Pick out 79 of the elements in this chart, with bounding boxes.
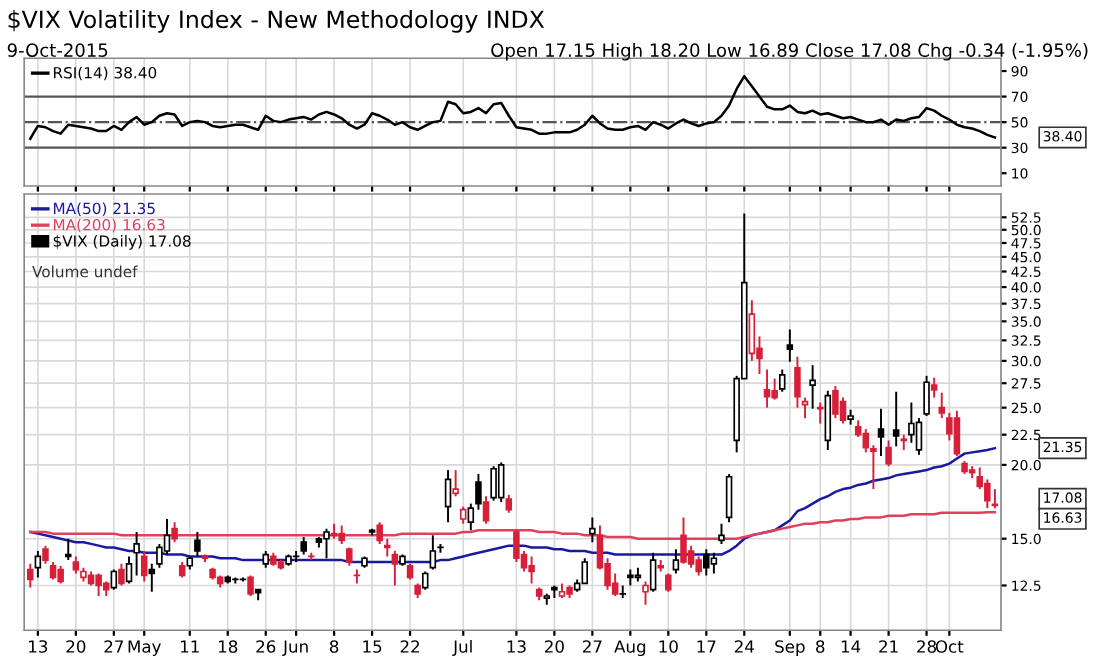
candlestick — [194, 530, 201, 558]
chart-subtitle: 9-Oct-2015 — [7, 43, 108, 58]
candlestick — [497, 461, 505, 504]
x-tick-label: 27 — [104, 640, 124, 653]
x-tick-label: 21 — [879, 640, 898, 653]
x-tick-label: 15 — [363, 640, 382, 653]
x-tick-label: 13 — [29, 640, 48, 653]
x-tick-label: 8 — [329, 640, 339, 653]
candlestick — [710, 551, 718, 575]
x-tick-label: Oct — [935, 640, 964, 653]
candlestick — [832, 385, 839, 420]
candlestick — [64, 537, 72, 562]
candlestick — [816, 401, 824, 425]
annotation: Open 17.15 High 18.20 Low 16.89 Close 17.08 Chg -0.34 (-1.95%) — [491, 43, 1088, 61]
x-tick-label: Sep — [775, 640, 805, 657]
candlestick — [930, 376, 938, 399]
candlestick — [589, 516, 596, 544]
x-tick-label: 28 — [917, 640, 937, 653]
candlestick — [763, 368, 771, 409]
x-tick-label: 8 — [816, 640, 825, 653]
candlestick — [908, 401, 915, 444]
x-tick-label: Aug — [614, 640, 646, 657]
x-tick-label: 18 — [218, 640, 238, 653]
x-tick-label: 22 — [400, 640, 419, 653]
candlestick — [346, 546, 353, 567]
candlestick — [665, 572, 672, 593]
candlestick — [885, 439, 892, 468]
x-tick-label: 10 — [659, 640, 678, 653]
candlestick — [133, 530, 140, 577]
candlestick — [338, 524, 345, 545]
candlestick — [839, 396, 847, 425]
candlestick — [482, 495, 490, 525]
x-tick-label: 14 — [841, 640, 861, 653]
candlestick — [125, 555, 133, 585]
candlestick — [95, 572, 102, 597]
candlestick — [892, 390, 900, 448]
x-tick-label: May — [128, 640, 161, 657]
candlestick — [649, 551, 657, 593]
candlestick — [444, 469, 452, 524]
candlestick — [786, 328, 794, 363]
candlestick — [809, 364, 816, 410]
candlestick — [824, 389, 832, 451]
x-tick-label: Jul — [452, 639, 472, 656]
x-tick-label: 20 — [66, 640, 86, 653]
candlestick — [672, 548, 680, 575]
candlestick — [915, 417, 923, 456]
candlestick — [953, 409, 961, 458]
candlestick — [42, 544, 49, 565]
candlestick — [528, 555, 535, 585]
candlestick — [703, 548, 710, 577]
candlestick — [490, 465, 497, 502]
candlestick — [391, 550, 399, 587]
x-tick-label: 13 — [507, 640, 526, 653]
x-tick-label: 27 — [582, 640, 602, 653]
candlestick — [118, 562, 125, 587]
candlestick — [323, 527, 330, 560]
x-tick-label: 24 — [734, 640, 754, 653]
candlestick — [877, 407, 885, 458]
candlestick — [171, 521, 178, 544]
candlestick — [429, 534, 437, 571]
candlestick — [794, 355, 801, 409]
x-tick-label: 11 — [181, 640, 199, 653]
candlestick — [247, 574, 254, 597]
candlestick — [680, 516, 687, 565]
chart-title: $VIX Volatility Index - New Methodology INDX — [8, 9, 545, 33]
candlestick — [27, 562, 34, 589]
x-tick-label: 17 — [697, 640, 716, 653]
candlestick — [718, 522, 725, 545]
x-tick-label: 26 — [256, 640, 276, 653]
candlestick — [140, 550, 148, 583]
candlestick — [778, 368, 786, 393]
candlestick — [725, 473, 733, 524]
candlestick — [923, 374, 930, 417]
x-tick-label: Jun — [282, 640, 308, 656]
x-tick-label: 20 — [544, 640, 564, 653]
candlestick — [771, 377, 778, 401]
candlestick — [110, 568, 118, 591]
candlestick — [581, 557, 589, 585]
candlestick — [421, 570, 429, 591]
